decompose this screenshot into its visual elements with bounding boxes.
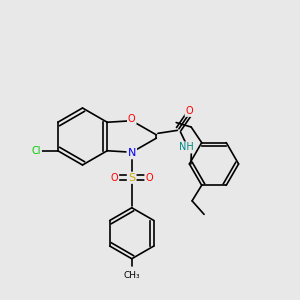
- Text: Cl: Cl: [32, 146, 41, 156]
- Text: N: N: [128, 148, 136, 158]
- Text: NH: NH: [179, 142, 194, 152]
- Text: S: S: [128, 173, 135, 183]
- Text: O: O: [111, 173, 118, 183]
- Text: O: O: [186, 106, 193, 116]
- Text: CH₃: CH₃: [124, 271, 140, 280]
- Text: O: O: [128, 114, 136, 124]
- Text: O: O: [146, 173, 153, 183]
